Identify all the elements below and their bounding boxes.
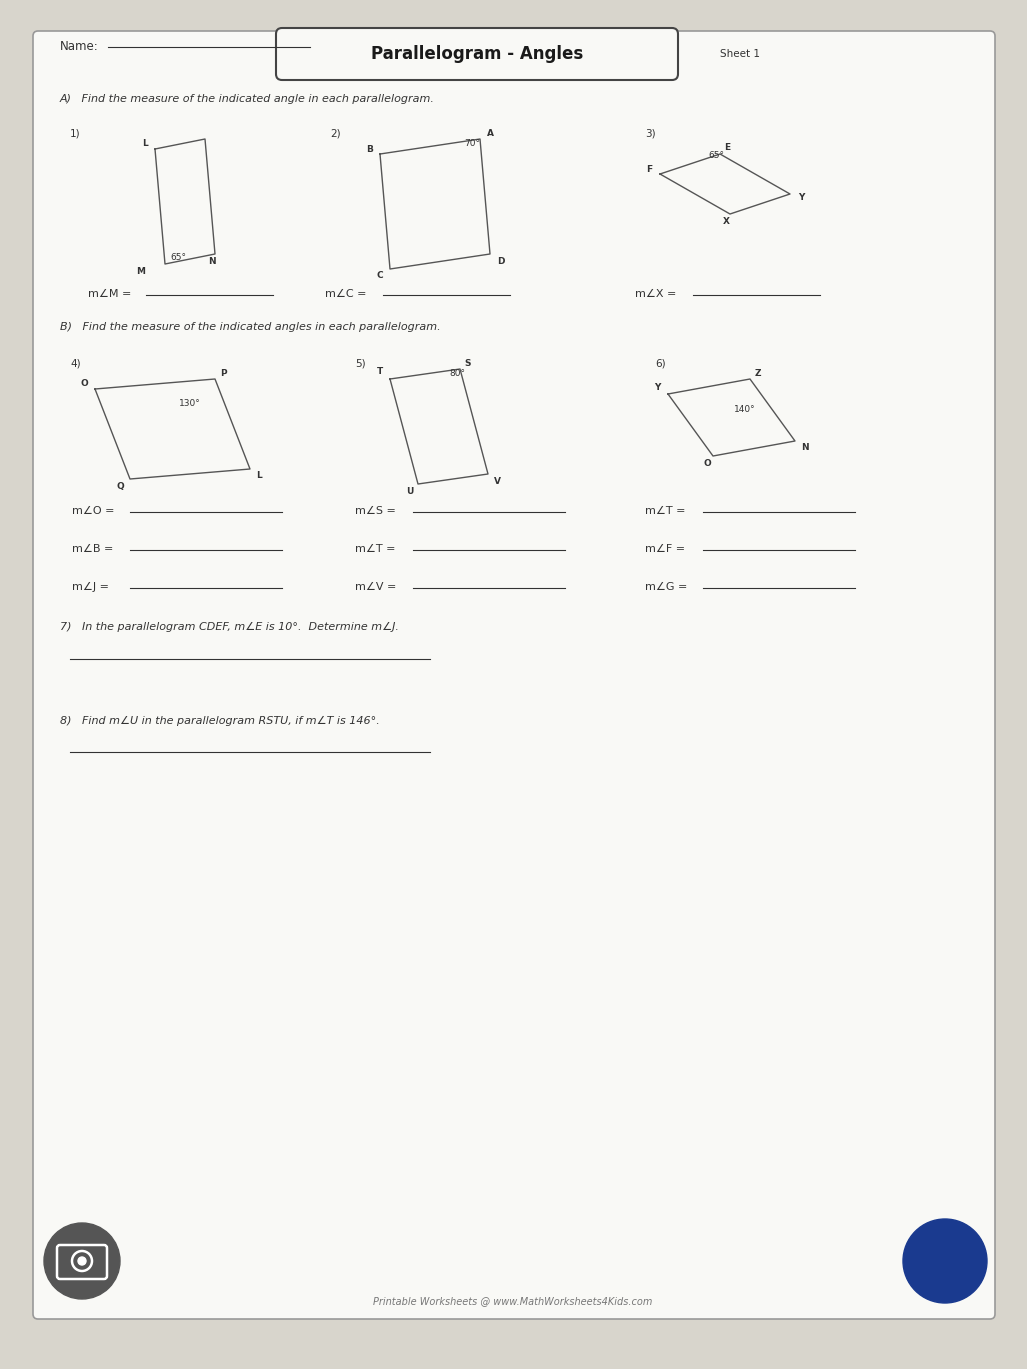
Circle shape: [78, 1257, 86, 1265]
Text: Parallelogram - Angles: Parallelogram - Angles: [371, 45, 583, 63]
Text: m∠B =: m∠B =: [72, 543, 117, 554]
Text: 3): 3): [645, 129, 655, 140]
Text: m∠T =: m∠T =: [355, 543, 400, 554]
Text: 6): 6): [655, 359, 665, 370]
Text: Z: Z: [755, 368, 761, 378]
Text: Name:: Name:: [60, 40, 99, 52]
Text: 4): 4): [70, 359, 81, 370]
FancyBboxPatch shape: [276, 27, 678, 79]
Text: 140°: 140°: [734, 404, 756, 413]
Text: 5): 5): [355, 359, 366, 370]
Text: N: N: [801, 442, 808, 452]
Text: L: L: [143, 140, 148, 148]
Text: 80°: 80°: [449, 368, 465, 378]
Text: A)   Find the measure of the indicated angle in each parallelogram.: A) Find the measure of the indicated ang…: [60, 94, 434, 104]
Text: ★: ★: [956, 1233, 964, 1244]
Text: F: F: [646, 164, 652, 174]
FancyBboxPatch shape: [33, 31, 995, 1318]
Text: U: U: [407, 486, 414, 496]
Text: m∠F =: m∠F =: [645, 543, 689, 554]
Text: O: O: [703, 459, 711, 467]
Text: 8)   Find m∠U in the parallelogram RSTU, if m∠T is 146°.: 8) Find m∠U in the parallelogram RSTU, i…: [60, 716, 380, 726]
Text: S: S: [464, 359, 470, 367]
Circle shape: [903, 1218, 987, 1303]
Text: Sheet 1: Sheet 1: [720, 49, 760, 59]
Text: D: D: [497, 256, 504, 266]
Text: E: E: [724, 142, 730, 152]
Text: m∠T =: m∠T =: [645, 507, 689, 516]
Text: A: A: [487, 129, 494, 137]
Text: 7)   In the parallelogram CDEF, m∠E is 10°.  Determine m∠J.: 7) In the parallelogram CDEF, m∠E is 10°…: [60, 622, 398, 632]
Text: N: N: [208, 256, 216, 266]
Text: X: X: [723, 216, 729, 226]
Text: Y: Y: [654, 383, 661, 393]
Text: 130°: 130°: [179, 400, 201, 408]
Text: m∠C =: m∠C =: [325, 289, 370, 298]
Text: m∠M =: m∠M =: [88, 289, 135, 298]
Text: m∠S =: m∠S =: [355, 507, 400, 516]
Text: 65°: 65°: [170, 252, 186, 261]
Text: m∠X =: m∠X =: [635, 289, 680, 298]
Text: Q: Q: [116, 482, 124, 490]
Text: T: T: [377, 367, 383, 376]
Text: Printable Worksheets @ www.MathWorksheets4Kids.com: Printable Worksheets @ www.MathWorksheet…: [373, 1296, 653, 1306]
Text: B: B: [366, 145, 373, 153]
Text: P: P: [220, 368, 227, 378]
Text: L: L: [256, 471, 262, 481]
Text: m∠J =: m∠J =: [72, 582, 113, 591]
Text: V: V: [494, 476, 501, 486]
Text: Y: Y: [798, 193, 804, 201]
Text: B)   Find the measure of the indicated angles in each parallelogram.: B) Find the measure of the indicated ang…: [60, 322, 441, 333]
Text: 2): 2): [330, 129, 341, 140]
Text: O: O: [80, 379, 88, 389]
Text: C: C: [376, 271, 383, 281]
Text: M: M: [136, 267, 145, 275]
Text: m∠G =: m∠G =: [645, 582, 691, 591]
Text: 70°: 70°: [464, 138, 480, 148]
Text: 1): 1): [70, 129, 81, 140]
Text: m∠O =: m∠O =: [72, 507, 118, 516]
Text: 65°: 65°: [708, 151, 724, 160]
Circle shape: [44, 1223, 120, 1299]
Text: m∠V =: m∠V =: [355, 582, 400, 591]
